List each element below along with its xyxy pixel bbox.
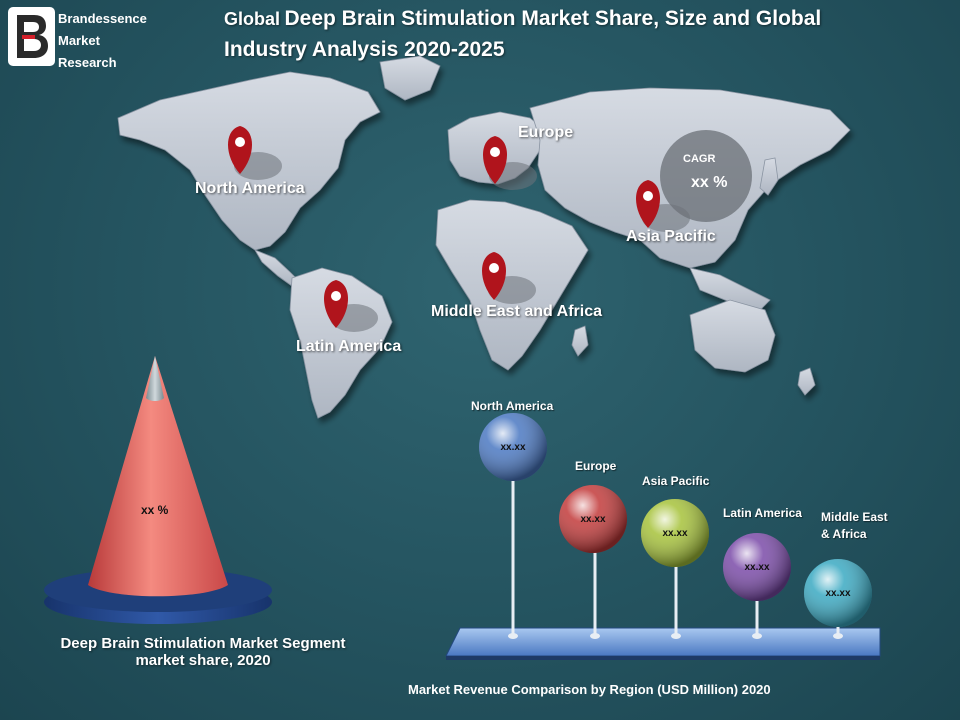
continent-japan [759,157,779,196]
cagr-circle [660,130,752,222]
cagr-value: xx % [691,174,727,191]
bubble-value-middle-east-africa: xx.xx [825,588,851,599]
cone-tip [146,356,164,401]
brand-line-2: Market [58,33,100,48]
continent-southeast-asia [689,267,771,311]
brand-line-3: Research [58,55,117,70]
bubble-chart-caption: Market Revenue Comparison by Region (USD… [408,682,771,697]
bubble-title-north-america: North America [471,399,554,413]
bubble-middle-east-africa [804,559,872,639]
map-label-latin-america: Latin America [296,338,402,355]
bubble-value-asia-pacific: xx.xx [662,528,688,539]
brand-name: Brandessence Market Research [58,8,147,74]
continent-south-america [289,267,393,419]
bubble-latin-america [723,533,791,639]
continent-new-zealand [797,367,816,396]
title-prefix: Global [224,9,281,29]
pin-asia-pacific-icon [636,180,690,232]
cone-chart: xx % [44,356,272,624]
map-label-north-america: North America [195,180,305,197]
bubble-value-europe: xx.xx [580,514,606,525]
pin-middle-east-africa-icon [482,252,536,304]
bubble-platform [445,627,881,660]
bubble-title-mea-line-1: Middle East [821,510,888,524]
continent-greenland [379,55,441,101]
cone-caption-line-2: market share, 2020 [135,652,271,669]
world-map [117,55,851,419]
bubble-title-europe: Europe [575,459,617,473]
cone-caption-line-1: Deep Brain Stimulation Market Segment [60,635,346,652]
continent-madagascar [571,325,589,357]
cone-value: xx % [141,503,169,517]
pin-europe-icon [483,136,537,190]
page-title: Global Deep Brain Stimulation Market Sha… [224,4,864,66]
pin-north-america-icon [228,126,282,180]
cone-caption: Deep Brain Stimulation Market Segment ma… [30,635,376,669]
bubble-title-middle-east-africa: Middle East & Africa [821,509,888,543]
map-label-middle-east-africa: Middle East and Africa [431,303,602,320]
map-label-asia-pacific: Asia Pacific [626,228,716,245]
bubble-asia-pacific [641,499,709,639]
bubble-title-mea-line-2: & Africa [821,527,867,541]
cone-body [88,356,228,597]
brand-line-1: Brandessence [58,11,147,26]
bubble-title-asia-pacific: Asia Pacific [642,474,710,488]
brand-logo [8,7,55,66]
pin-latin-america-icon [324,280,378,332]
bubble-title-latin-america: Latin America [723,506,802,520]
bubble-europe [559,485,627,639]
bubble-value-north-america: xx.xx [500,442,526,453]
continent-australia [689,299,776,373]
brand-logo-icon [17,15,48,58]
title-main: Deep Brain Stimulation Market Share, Siz… [224,7,822,61]
map-label-europe: Europe [518,124,574,141]
bubble-value-latin-america: xx.xx [744,562,770,573]
cagr-label: CAGR [683,153,715,165]
bubble-north-america [479,413,547,639]
